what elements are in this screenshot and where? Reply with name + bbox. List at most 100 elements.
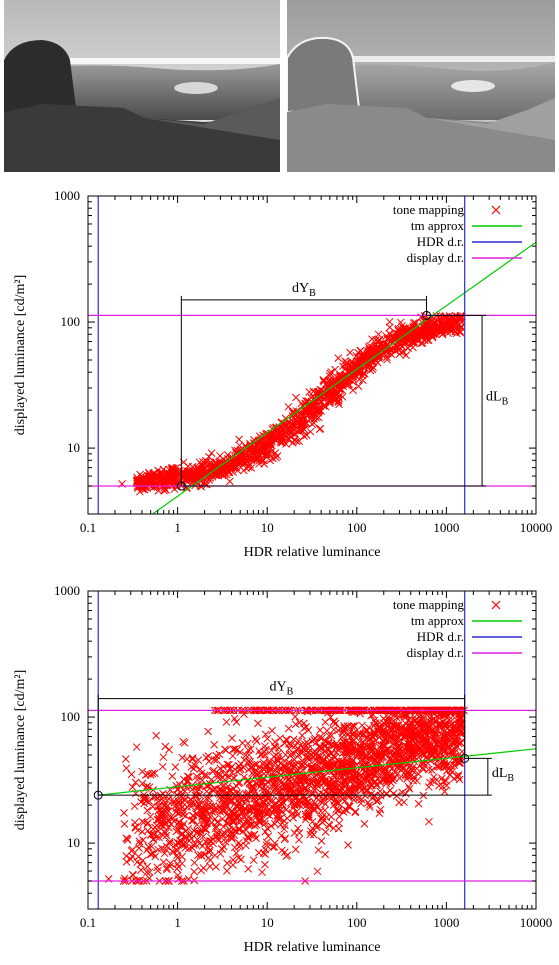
chart-2-tone-mapping-point bbox=[268, 726, 276, 735]
chart-2-tone-mapping-point bbox=[121, 755, 130, 763]
chart-2-tone-mapping-point bbox=[159, 796, 168, 805]
chart-2-tone-mapping-point bbox=[235, 762, 243, 771]
chart-2-tone-mapping-point bbox=[212, 803, 220, 812]
chart-2-tone-mapping-point bbox=[199, 824, 208, 833]
chart-1-tone-mapping-point bbox=[241, 442, 250, 450]
chart-2-tone-mapping-point bbox=[260, 765, 268, 774]
chart-1-tone-mapping-point bbox=[395, 328, 404, 336]
chart-2-tone-mapping-point bbox=[202, 794, 211, 803]
chart-2-tone-mapping-point bbox=[138, 779, 147, 788]
chart-1-tm-approx-line bbox=[151, 241, 536, 514]
chart-2-tone-mapping-point bbox=[378, 753, 386, 762]
chart-1-tone-mapping-point bbox=[324, 398, 333, 407]
chart-1-tone-mapping-point bbox=[297, 399, 306, 408]
chart-2-tone-mapping-point bbox=[413, 776, 421, 785]
chart-2-tone-mapping-point bbox=[248, 769, 257, 778]
chart-2-legend-label-1: tm approx bbox=[411, 613, 465, 628]
chart-2-tone-mapping-point bbox=[253, 806, 262, 815]
chart-2-tone-mapping-point bbox=[209, 766, 218, 775]
chart-2-tone-mapping-point bbox=[308, 790, 317, 799]
chart-2-tone-mapping-point bbox=[213, 830, 222, 839]
chart-2-tone-mapping-point bbox=[318, 818, 327, 827]
chart-2-tone-mapping-point bbox=[236, 748, 244, 756]
chart-2-tone-mapping-point bbox=[391, 756, 400, 764]
chart-2-tone-mapping-point bbox=[456, 758, 465, 767]
chart-2-tone-mapping-point bbox=[284, 724, 293, 733]
chart-2-tone-mapping-point bbox=[456, 725, 465, 734]
chart-1-tone-mapping-point bbox=[367, 352, 376, 360]
chart-2-tone-mapping-point bbox=[174, 839, 182, 848]
chart-2-tone-mapping-point bbox=[191, 840, 200, 848]
chart-2-tone-mapping-point bbox=[132, 743, 141, 751]
chart-2-tone-mapping-point bbox=[387, 746, 396, 755]
chart-2-tone-mapping-point bbox=[258, 808, 266, 817]
chart-1-tone-mapping-point bbox=[439, 323, 448, 332]
chart-2-tone-mapping-point bbox=[213, 818, 222, 827]
chart-2-tone-mapping-point bbox=[275, 801, 284, 810]
chart-2-tone-mapping-point bbox=[316, 744, 325, 753]
chart-1-tone-mapping-point bbox=[356, 357, 364, 365]
chart-2-tone-mapping-point bbox=[338, 772, 346, 780]
chart-2-tone-mapping-point bbox=[173, 851, 181, 860]
chart-2-tone-mapping-point bbox=[371, 770, 380, 779]
chart-2-tone-mapping-point bbox=[200, 771, 209, 780]
chart-2-tone-mapping-point bbox=[194, 756, 203, 764]
chart-2-tone-mapping-point bbox=[298, 746, 306, 755]
chart-1-tone-mapping-point bbox=[375, 344, 384, 353]
chart-2-tone-mapping-point bbox=[197, 852, 206, 860]
chart-2-tone-mapping-point bbox=[204, 727, 212, 736]
chart-1-tone-mapping-point bbox=[448, 321, 456, 330]
chart-2-tone-mapping-point bbox=[244, 864, 253, 873]
chart-2-tone-mapping-point bbox=[307, 762, 316, 771]
chart-1-tone-mapping-point bbox=[237, 453, 246, 462]
chart-2-tone-mapping-point bbox=[204, 752, 213, 761]
chart-1-tone-mapping-point bbox=[375, 352, 383, 361]
chart-2-tone-mapping-point bbox=[232, 827, 240, 835]
chart-2-tone-mapping-point bbox=[385, 771, 394, 780]
chart-2-tone-mapping-point bbox=[332, 805, 340, 814]
chart-1-tone-mapping-point bbox=[267, 437, 276, 446]
chart-2-tone-mapping-point bbox=[259, 849, 268, 857]
chart-2-tone-mapping-point bbox=[428, 745, 437, 754]
chart-2-tone-mapping-point bbox=[251, 735, 260, 743]
chart-2-tone-mapping-point bbox=[197, 866, 206, 875]
chart-2-tone-mapping-point bbox=[391, 737, 400, 746]
chart-2-tone-mapping-point bbox=[265, 757, 274, 765]
chart-2-tone-mapping-point bbox=[242, 794, 251, 803]
chart-1-tone-mapping-point bbox=[326, 369, 335, 378]
chart-2-tone-mapping-point bbox=[375, 743, 384, 752]
chart-1-tone-mapping-point bbox=[262, 445, 270, 454]
chart-2-tone-mapping-point bbox=[165, 745, 173, 754]
chart-2-tone-mapping-point bbox=[311, 821, 320, 829]
chart-1-legend-label-3: display d.r. bbox=[407, 250, 464, 265]
chart-2-tone-mapping-point bbox=[425, 755, 434, 763]
chart-2-tone-mapping-point bbox=[388, 771, 397, 779]
chart-1-legend-swatch-0 bbox=[491, 205, 501, 215]
chart-2-tone-mapping-point bbox=[360, 820, 369, 828]
chart-2-tone-mapping-point bbox=[384, 713, 392, 722]
chart-2-tone-mapping-point bbox=[179, 807, 188, 816]
chart-2-x-tick-label: 10000 bbox=[520, 915, 553, 930]
chart-1-tone-mapping-point bbox=[286, 428, 295, 436]
chart-2-tone-mapping-point bbox=[408, 752, 417, 760]
chart-2-tone-mapping-point bbox=[223, 760, 232, 769]
chart-2-tone-mapping-point bbox=[291, 720, 300, 729]
chart-2-tone-mapping-point bbox=[216, 849, 225, 858]
chart-2-tone-mapping-point bbox=[354, 731, 363, 740]
chart-2-tone-mapping-point bbox=[173, 854, 182, 862]
chart-2-tone-mapping-point bbox=[247, 806, 256, 815]
chart-1-tone-mapping-point bbox=[289, 417, 297, 426]
chart-2-tone-mapping-point bbox=[374, 727, 383, 736]
chart-2-tone-mapping-point bbox=[303, 810, 312, 819]
chart-2-tone-mapping-point bbox=[410, 716, 419, 725]
chart-1-tone-mapping-point bbox=[307, 410, 316, 419]
chart-1-tone-mapping-point bbox=[424, 336, 433, 345]
chart-2-tone-mapping-point bbox=[222, 769, 231, 778]
chart-1-tone-mapping-point bbox=[283, 428, 292, 437]
chart-1-tone-mapping-point bbox=[183, 470, 192, 478]
chart-2-tone-mapping-point bbox=[167, 820, 175, 828]
chart-2-tone-mapping-point bbox=[357, 781, 365, 790]
chart-2-tone-mapping-point bbox=[377, 767, 386, 776]
chart-1-tone-mapping-point bbox=[438, 326, 447, 334]
chart-2-tone-mapping-point bbox=[410, 713, 419, 721]
